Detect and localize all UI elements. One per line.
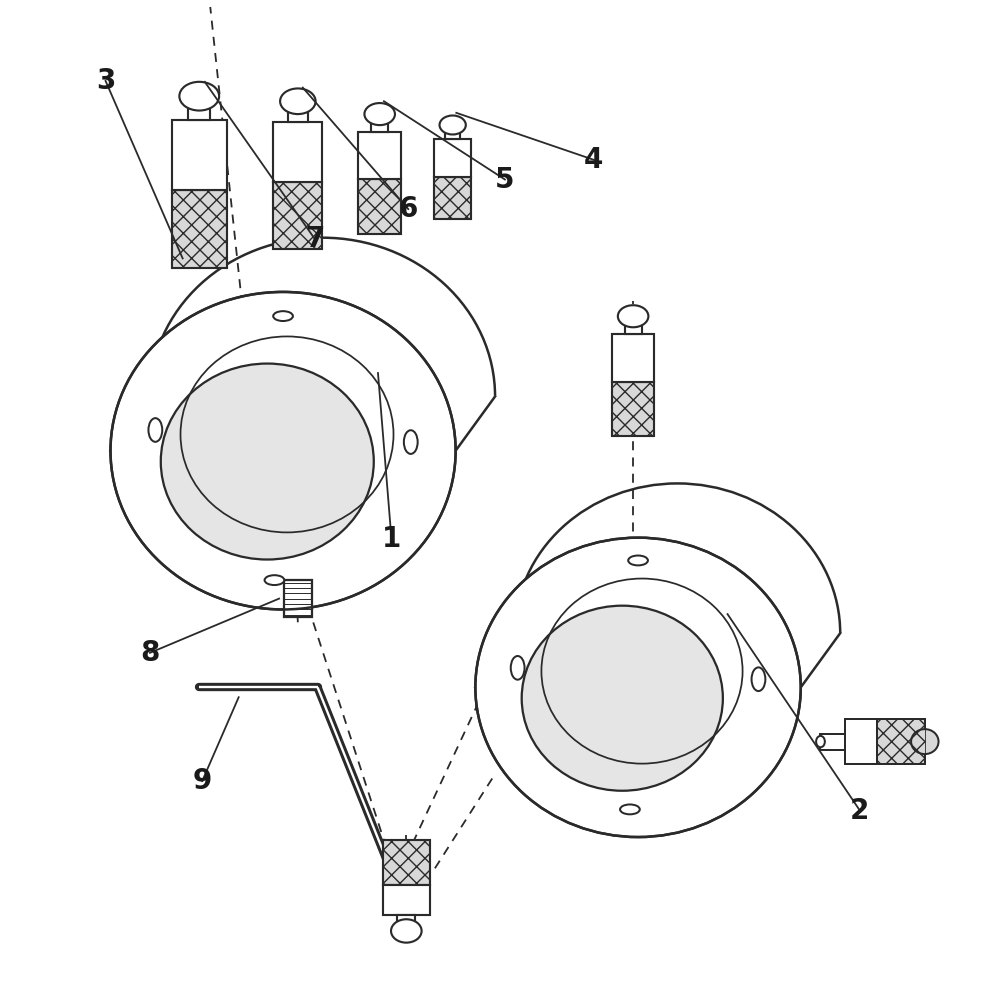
Ellipse shape — [265, 575, 284, 585]
Ellipse shape — [475, 538, 801, 837]
Bar — [358, 179, 401, 234]
Ellipse shape — [273, 311, 293, 321]
Ellipse shape — [161, 364, 374, 560]
Ellipse shape — [752, 667, 765, 691]
Bar — [434, 177, 471, 219]
Text: 5: 5 — [495, 166, 515, 194]
Bar — [288, 108, 308, 122]
Bar — [612, 382, 654, 436]
Bar — [612, 334, 654, 382]
Text: 1: 1 — [382, 525, 401, 553]
Bar — [625, 322, 642, 334]
Ellipse shape — [620, 804, 640, 814]
Ellipse shape — [364, 103, 395, 125]
Bar — [172, 190, 227, 268]
Bar — [877, 719, 925, 764]
Bar — [172, 190, 227, 268]
Text: 7: 7 — [305, 225, 324, 253]
Bar — [383, 885, 430, 915]
Text: 6: 6 — [399, 195, 418, 223]
Bar — [358, 179, 401, 234]
Text: 8: 8 — [140, 639, 160, 667]
Ellipse shape — [522, 606, 723, 791]
Bar — [434, 177, 471, 219]
Bar — [273, 122, 322, 182]
Text: 4: 4 — [584, 146, 603, 174]
Bar — [845, 719, 877, 764]
Bar — [273, 182, 322, 249]
Ellipse shape — [404, 430, 418, 454]
Text: 2: 2 — [850, 797, 870, 825]
Bar — [188, 104, 210, 120]
Bar — [397, 915, 415, 925]
Ellipse shape — [515, 483, 840, 783]
Bar — [877, 719, 925, 764]
Bar — [130, 396, 515, 589]
Bar — [434, 139, 471, 177]
Bar — [820, 734, 845, 750]
Ellipse shape — [110, 292, 456, 609]
Ellipse shape — [618, 305, 648, 327]
Ellipse shape — [391, 919, 422, 943]
Ellipse shape — [179, 82, 219, 111]
Ellipse shape — [911, 729, 939, 754]
Bar — [371, 120, 388, 132]
Bar — [495, 633, 860, 816]
Ellipse shape — [148, 418, 162, 442]
Text: 9: 9 — [193, 767, 212, 795]
Ellipse shape — [440, 116, 466, 134]
Ellipse shape — [511, 656, 525, 680]
Ellipse shape — [280, 88, 316, 114]
Bar — [358, 132, 401, 179]
Text: 3: 3 — [96, 67, 115, 95]
Bar — [172, 120, 227, 190]
Ellipse shape — [816, 736, 825, 747]
Bar — [273, 182, 322, 249]
Bar — [383, 840, 430, 885]
Bar — [383, 840, 430, 885]
Bar — [445, 130, 460, 139]
Ellipse shape — [628, 556, 648, 565]
Bar — [612, 382, 654, 436]
Bar — [284, 580, 312, 617]
Ellipse shape — [150, 238, 495, 555]
